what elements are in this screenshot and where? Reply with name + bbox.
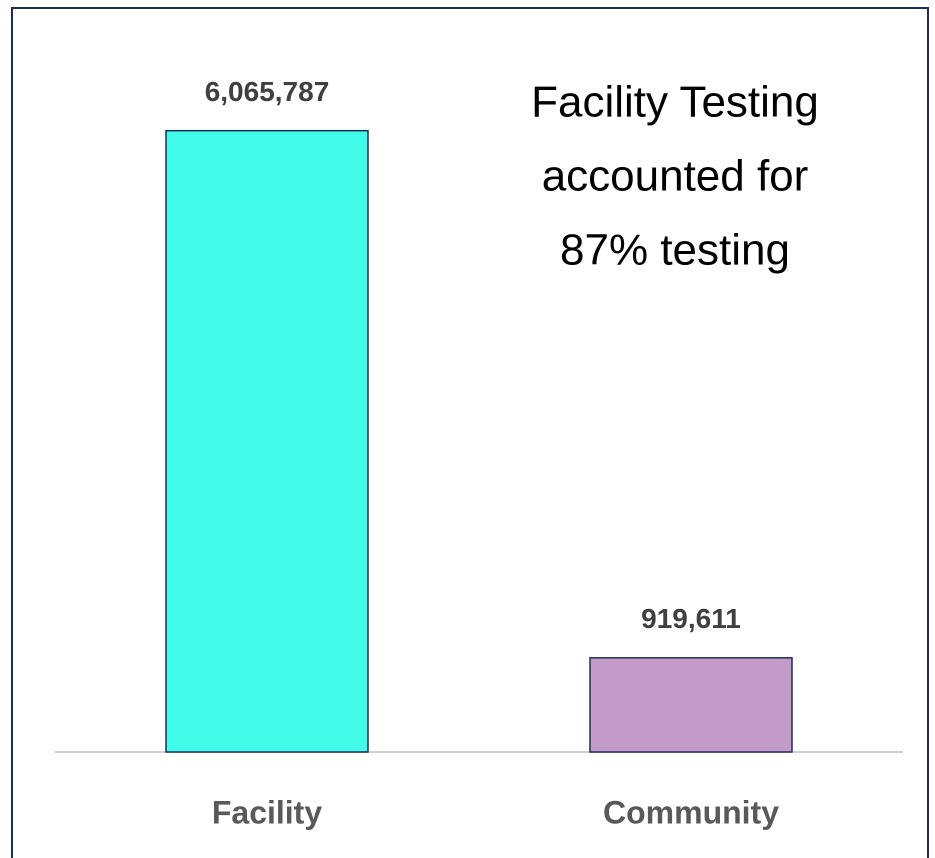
- annotation: Facility Testing: [531, 78, 819, 127]
- annotation: 87% testing: [560, 226, 790, 275]
- x-tick-label: Facility: [212, 794, 322, 830]
- annotation: accounted for: [542, 152, 809, 201]
- bar: [165, 129, 369, 753]
- value-label: 6,065,787: [205, 76, 330, 107]
- x-tick-label: Community: [603, 794, 779, 830]
- bar: [589, 657, 793, 753]
- value-label: 919,611: [641, 603, 741, 634]
